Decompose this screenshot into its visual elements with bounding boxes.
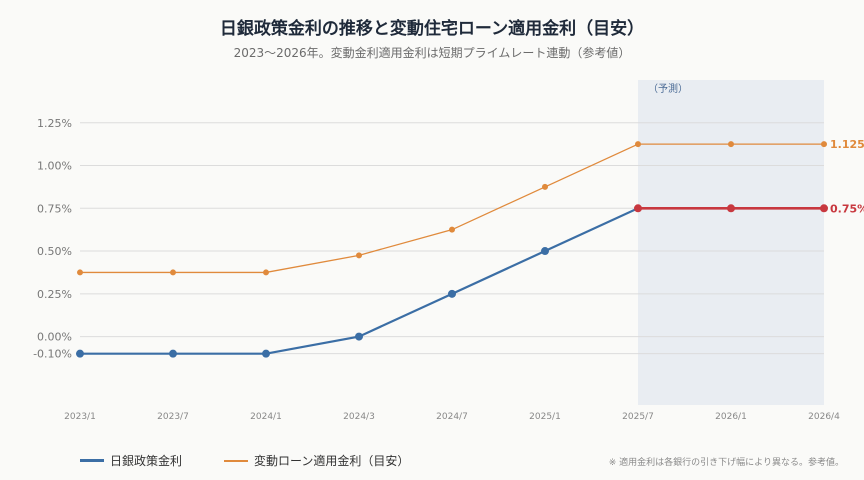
- y-tick-label: 1.00%: [37, 160, 72, 173]
- data-point-policy: [262, 349, 270, 358]
- footnote: ※ 適用金利は各銀行の引き下げ幅により異なる。参考値。: [608, 458, 844, 468]
- x-tick-label: 2024/3: [343, 412, 375, 422]
- x-tick-label: 2026/4: [808, 412, 840, 422]
- end-label-policy: 0.75%: [830, 202, 864, 215]
- x-tick-label: 2023/7: [157, 412, 189, 422]
- legend-item-loan: 変動ローン適用金利（目安）: [224, 452, 409, 469]
- data-point-loan: [821, 141, 827, 148]
- x-tick-label: 2024/7: [436, 412, 468, 422]
- forecast-label: （予測）: [648, 82, 688, 95]
- data-point-loan: [77, 269, 83, 276]
- end-label-loan: 1.125: [830, 138, 864, 151]
- data-point-loan: [263, 269, 269, 276]
- y-tick-label: 1.25%: [37, 117, 72, 130]
- data-point-policy: [634, 204, 642, 213]
- series-line-policy: [80, 207, 639, 355]
- data-point-policy: [541, 247, 549, 256]
- x-tick-label: 2026/1: [715, 412, 747, 422]
- data-point-policy: [448, 289, 456, 298]
- chart-title: 日銀政策金利の推移と変動住宅ローン適用金利（目安）: [219, 19, 645, 39]
- data-point-policy: [727, 204, 735, 213]
- data-point-policy: [169, 349, 177, 358]
- x-tick-label: 2023/1: [64, 412, 96, 422]
- legend-item-policy: 日銀政策金利: [80, 452, 182, 469]
- data-point-loan: [449, 226, 455, 233]
- x-tick-label: 2025/1: [529, 412, 561, 422]
- data-point-loan: [170, 269, 176, 276]
- chart-subtitle: 2023〜2026年。変動金利適用金利は短期プライムレート連動（参考値）: [233, 46, 631, 60]
- data-point-loan: [356, 252, 362, 259]
- y-tick-label: 0.50%: [37, 245, 72, 258]
- legend-label-policy: 日銀政策金利: [110, 454, 183, 468]
- x-tick-label: 2025/7: [622, 412, 654, 422]
- forecast-band: [638, 80, 824, 405]
- legend-swatch-policy: [80, 459, 104, 462]
- data-point-loan: [542, 183, 548, 190]
- data-point-loan: [635, 141, 641, 148]
- data-point-loan: [728, 141, 734, 148]
- y-tick-label: -0.10%: [33, 348, 72, 361]
- data-point-policy: [76, 349, 84, 358]
- y-tick-label: 0.00%: [37, 331, 72, 344]
- x-tick-label: 2024/1: [250, 412, 282, 422]
- legend-label-loan: 変動ローン適用金利（目安）: [254, 454, 410, 468]
- y-tick-label: 0.25%: [37, 288, 72, 301]
- y-tick-label: 0.75%: [37, 202, 72, 215]
- data-point-policy: [355, 332, 363, 341]
- legend-swatch-loan: [224, 459, 249, 462]
- data-point-policy: [820, 204, 828, 213]
- legend: 日銀政策金利 変動ローン適用金利（目安）: [80, 452, 451, 469]
